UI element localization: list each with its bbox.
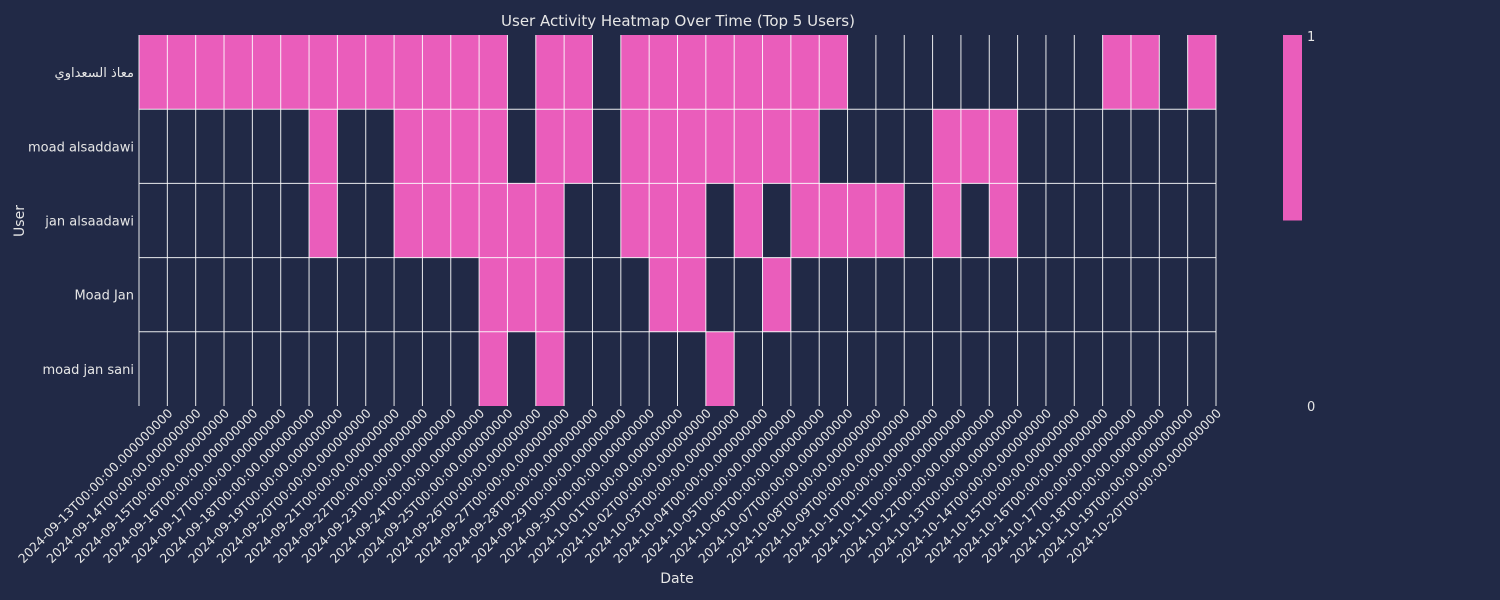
heatmap-cell-active bbox=[507, 183, 536, 258]
heatmap-cell-active bbox=[677, 183, 706, 258]
heatmap-cell-active bbox=[734, 183, 763, 258]
heatmap-cell-active bbox=[535, 331, 565, 406]
heatmap-cell-active bbox=[677, 109, 706, 184]
heatmap-cell-active bbox=[932, 183, 961, 258]
heatmap-cell-active bbox=[422, 183, 451, 258]
heatmap-cell-active bbox=[535, 35, 565, 110]
heatmap-cell-active bbox=[677, 35, 706, 110]
heatmap-cell-active bbox=[649, 257, 678, 332]
colorbar-active-segment bbox=[1283, 35, 1302, 221]
heatmap-cell-active bbox=[790, 35, 820, 110]
heatmap-cell-active bbox=[309, 183, 338, 258]
heatmap-cell-active bbox=[479, 183, 508, 258]
chart-title: User Activity Heatmap Over Time (Top 5 U… bbox=[501, 12, 855, 30]
heatmap-cell-active bbox=[365, 35, 395, 110]
heatmap-cell-active bbox=[705, 35, 735, 110]
colorbar: 1 0 bbox=[1283, 30, 1315, 415]
heatmap-cell-active bbox=[535, 109, 565, 184]
heatmap-cell-active bbox=[819, 183, 848, 258]
heatmap-cell-active bbox=[337, 35, 366, 110]
heatmap-cell-active bbox=[620, 109, 650, 184]
y-tick-label: moad alsaddawi bbox=[28, 140, 134, 155]
heatmap-cell-active bbox=[394, 35, 423, 110]
heatmap-cell-active bbox=[564, 35, 593, 110]
heatmap-cell-active bbox=[167, 35, 196, 110]
heatmap-cell-active bbox=[734, 35, 763, 110]
colorbar-min-label: 0 bbox=[1307, 400, 1315, 415]
colorbar-max-label: 1 bbox=[1307, 30, 1315, 45]
heatmap-cell-active bbox=[790, 183, 820, 258]
heatmap-cell-active bbox=[535, 183, 565, 258]
heatmap-cell-active bbox=[309, 35, 338, 110]
heatmap-cell-active bbox=[932, 109, 961, 184]
heatmap-cell-active bbox=[252, 35, 281, 110]
heatmap-cell-active bbox=[649, 35, 678, 110]
heatmap-cell-active bbox=[224, 35, 253, 110]
heatmap-cell-active bbox=[1187, 35, 1216, 110]
heatmap-cell-active bbox=[422, 109, 451, 184]
heatmap-cell-active bbox=[535, 257, 565, 332]
heatmap-cell-active bbox=[479, 331, 508, 406]
heatmap-cell-active bbox=[989, 183, 1018, 258]
heatmap-cell-active bbox=[705, 331, 735, 406]
heatmap-cell-active bbox=[564, 109, 593, 184]
heatmap-cell-active bbox=[195, 35, 225, 110]
y-axis-label: User bbox=[12, 205, 28, 237]
heatmap-cell-active bbox=[677, 257, 706, 332]
heatmap-cell-active bbox=[280, 35, 310, 110]
heatmap-cell-active bbox=[450, 109, 480, 184]
heatmap-cell-active bbox=[649, 183, 678, 258]
heatmap-cell-active bbox=[762, 35, 791, 110]
heatmap-cell-active bbox=[734, 109, 763, 184]
heatmap-cell-active bbox=[620, 35, 650, 110]
x-axis-label: Date bbox=[660, 571, 693, 587]
heatmap-cell-active bbox=[450, 183, 480, 258]
y-tick-labels: معاذ السعداوي moad alsaddawi jan alsaadawi… bbox=[28, 66, 134, 378]
y-tick-label: moad jan sani bbox=[42, 363, 134, 378]
heatmap-cell-active bbox=[875, 183, 905, 258]
heatmap-cell-active bbox=[479, 109, 508, 184]
y-tick-label: معاذ السعداوي bbox=[55, 66, 134, 81]
heatmap-cell-active bbox=[762, 109, 791, 184]
heatmap-gridlines bbox=[138, 35, 1217, 406]
heatmap-cell-active bbox=[1130, 35, 1160, 110]
heatmap-cell-active bbox=[762, 257, 791, 332]
heatmap-cell-active bbox=[989, 109, 1018, 184]
heatmap-cell-active bbox=[705, 109, 735, 184]
heatmap-cell-active bbox=[507, 257, 536, 332]
heatmap-cell-active bbox=[309, 109, 338, 184]
heatmap-cell-active bbox=[649, 109, 678, 184]
y-tick-label: jan alsaadawi bbox=[44, 215, 134, 230]
heatmap-cell-active bbox=[960, 109, 990, 184]
heatmap-cell-active bbox=[139, 35, 168, 110]
heatmap-cells bbox=[139, 35, 1216, 406]
heatmap-cell-active bbox=[1102, 35, 1131, 110]
y-tick-label: Moad Jan bbox=[74, 289, 134, 304]
heatmap-cell-active bbox=[422, 35, 451, 110]
heatmap-cell-active bbox=[819, 35, 848, 110]
heatmap-cell-active bbox=[479, 257, 508, 332]
x-tick-labels: 2024-09-13T00:00:00.0000000002024-09-14T… bbox=[15, 405, 1224, 566]
heatmap-cell-active bbox=[847, 183, 876, 258]
heatmap-cell-active bbox=[479, 35, 508, 110]
heatmap-cell-active bbox=[620, 183, 650, 258]
heatmap-cell-active bbox=[450, 35, 480, 110]
heatmap-cell-active bbox=[790, 109, 820, 184]
colorbar-inactive-segment bbox=[1283, 220, 1302, 406]
heatmap-cell-active bbox=[394, 183, 423, 258]
heatmap-cell-active bbox=[394, 109, 423, 184]
